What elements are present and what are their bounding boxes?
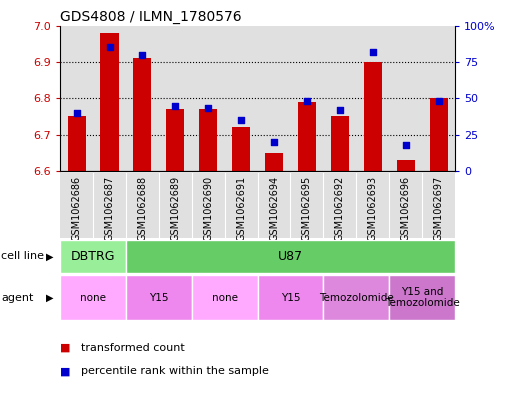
Text: GSM1062693: GSM1062693	[368, 176, 378, 241]
Text: GSM1062691: GSM1062691	[236, 176, 246, 241]
Bar	[60, 26, 93, 171]
Text: ■: ■	[60, 366, 71, 376]
Point	[369, 49, 377, 55]
Bar	[389, 275, 455, 320]
Bar	[60, 275, 126, 320]
Text: transformed count: transformed count	[81, 343, 185, 353]
Bar	[389, 173, 422, 238]
Bar	[126, 240, 455, 273]
Text: ■: ■	[60, 343, 71, 353]
Bar	[422, 26, 455, 171]
Bar	[159, 26, 192, 171]
Text: GSM1062687: GSM1062687	[105, 176, 115, 241]
Text: cell line: cell line	[1, 252, 44, 261]
Bar	[257, 173, 290, 238]
Bar	[356, 26, 389, 171]
Text: GSM1062688: GSM1062688	[138, 176, 147, 241]
Point	[171, 102, 179, 108]
Text: none: none	[80, 293, 106, 303]
Text: ▶: ▶	[46, 293, 53, 303]
Bar	[192, 26, 225, 171]
Bar	[323, 275, 389, 320]
Bar	[257, 275, 323, 320]
Point	[105, 44, 113, 50]
Bar	[298, 102, 316, 171]
Text: GSM1062694: GSM1062694	[269, 176, 279, 241]
Point	[402, 141, 410, 148]
Bar	[323, 173, 356, 238]
Text: GSM1062689: GSM1062689	[170, 176, 180, 241]
Bar	[126, 26, 159, 171]
Bar	[323, 26, 356, 171]
Bar	[159, 173, 192, 238]
Bar	[199, 109, 217, 171]
Bar	[60, 240, 126, 273]
Point	[204, 105, 212, 112]
Text: GSM1062696: GSM1062696	[401, 176, 411, 241]
Bar	[396, 160, 415, 171]
Text: ▶: ▶	[46, 252, 53, 261]
Text: agent: agent	[1, 293, 33, 303]
Point	[270, 139, 278, 145]
Bar	[331, 116, 349, 171]
Text: none: none	[212, 293, 237, 303]
Text: GSM1062695: GSM1062695	[302, 176, 312, 241]
Bar	[422, 173, 455, 238]
Bar	[126, 173, 159, 238]
Bar	[192, 173, 225, 238]
Bar	[356, 173, 389, 238]
Bar	[166, 109, 185, 171]
Text: GDS4808 / ILMN_1780576: GDS4808 / ILMN_1780576	[60, 10, 242, 24]
Point	[72, 110, 81, 116]
Bar	[429, 98, 448, 171]
Bar	[363, 62, 382, 171]
Point	[138, 51, 146, 58]
Text: Temozolomide: Temozolomide	[319, 293, 394, 303]
Bar	[265, 153, 283, 171]
Bar	[257, 26, 290, 171]
Bar	[290, 26, 323, 171]
Text: Y15 and
Temozolomide: Y15 and Temozolomide	[385, 287, 460, 309]
Point	[336, 107, 344, 113]
Bar	[192, 275, 257, 320]
Text: GSM1062690: GSM1062690	[203, 176, 213, 241]
Text: DBTRG: DBTRG	[71, 250, 115, 263]
Text: Y15: Y15	[281, 293, 300, 303]
Bar	[133, 58, 152, 171]
Point	[435, 98, 443, 104]
Bar	[225, 173, 257, 238]
Bar	[67, 116, 86, 171]
Text: GSM1062692: GSM1062692	[335, 176, 345, 241]
Text: percentile rank within the sample: percentile rank within the sample	[81, 366, 269, 376]
Bar	[93, 26, 126, 171]
Bar	[232, 127, 250, 171]
Text: GSM1062697: GSM1062697	[434, 176, 444, 241]
Text: U87: U87	[278, 250, 303, 263]
Bar	[126, 275, 192, 320]
Point	[237, 117, 245, 123]
Text: Y15: Y15	[149, 293, 168, 303]
Bar	[225, 26, 257, 171]
Text: GSM1062686: GSM1062686	[72, 176, 82, 241]
Point	[303, 98, 311, 104]
Bar	[93, 173, 126, 238]
Bar	[60, 173, 93, 238]
Bar	[100, 33, 119, 171]
Bar	[389, 26, 422, 171]
Bar	[290, 173, 323, 238]
